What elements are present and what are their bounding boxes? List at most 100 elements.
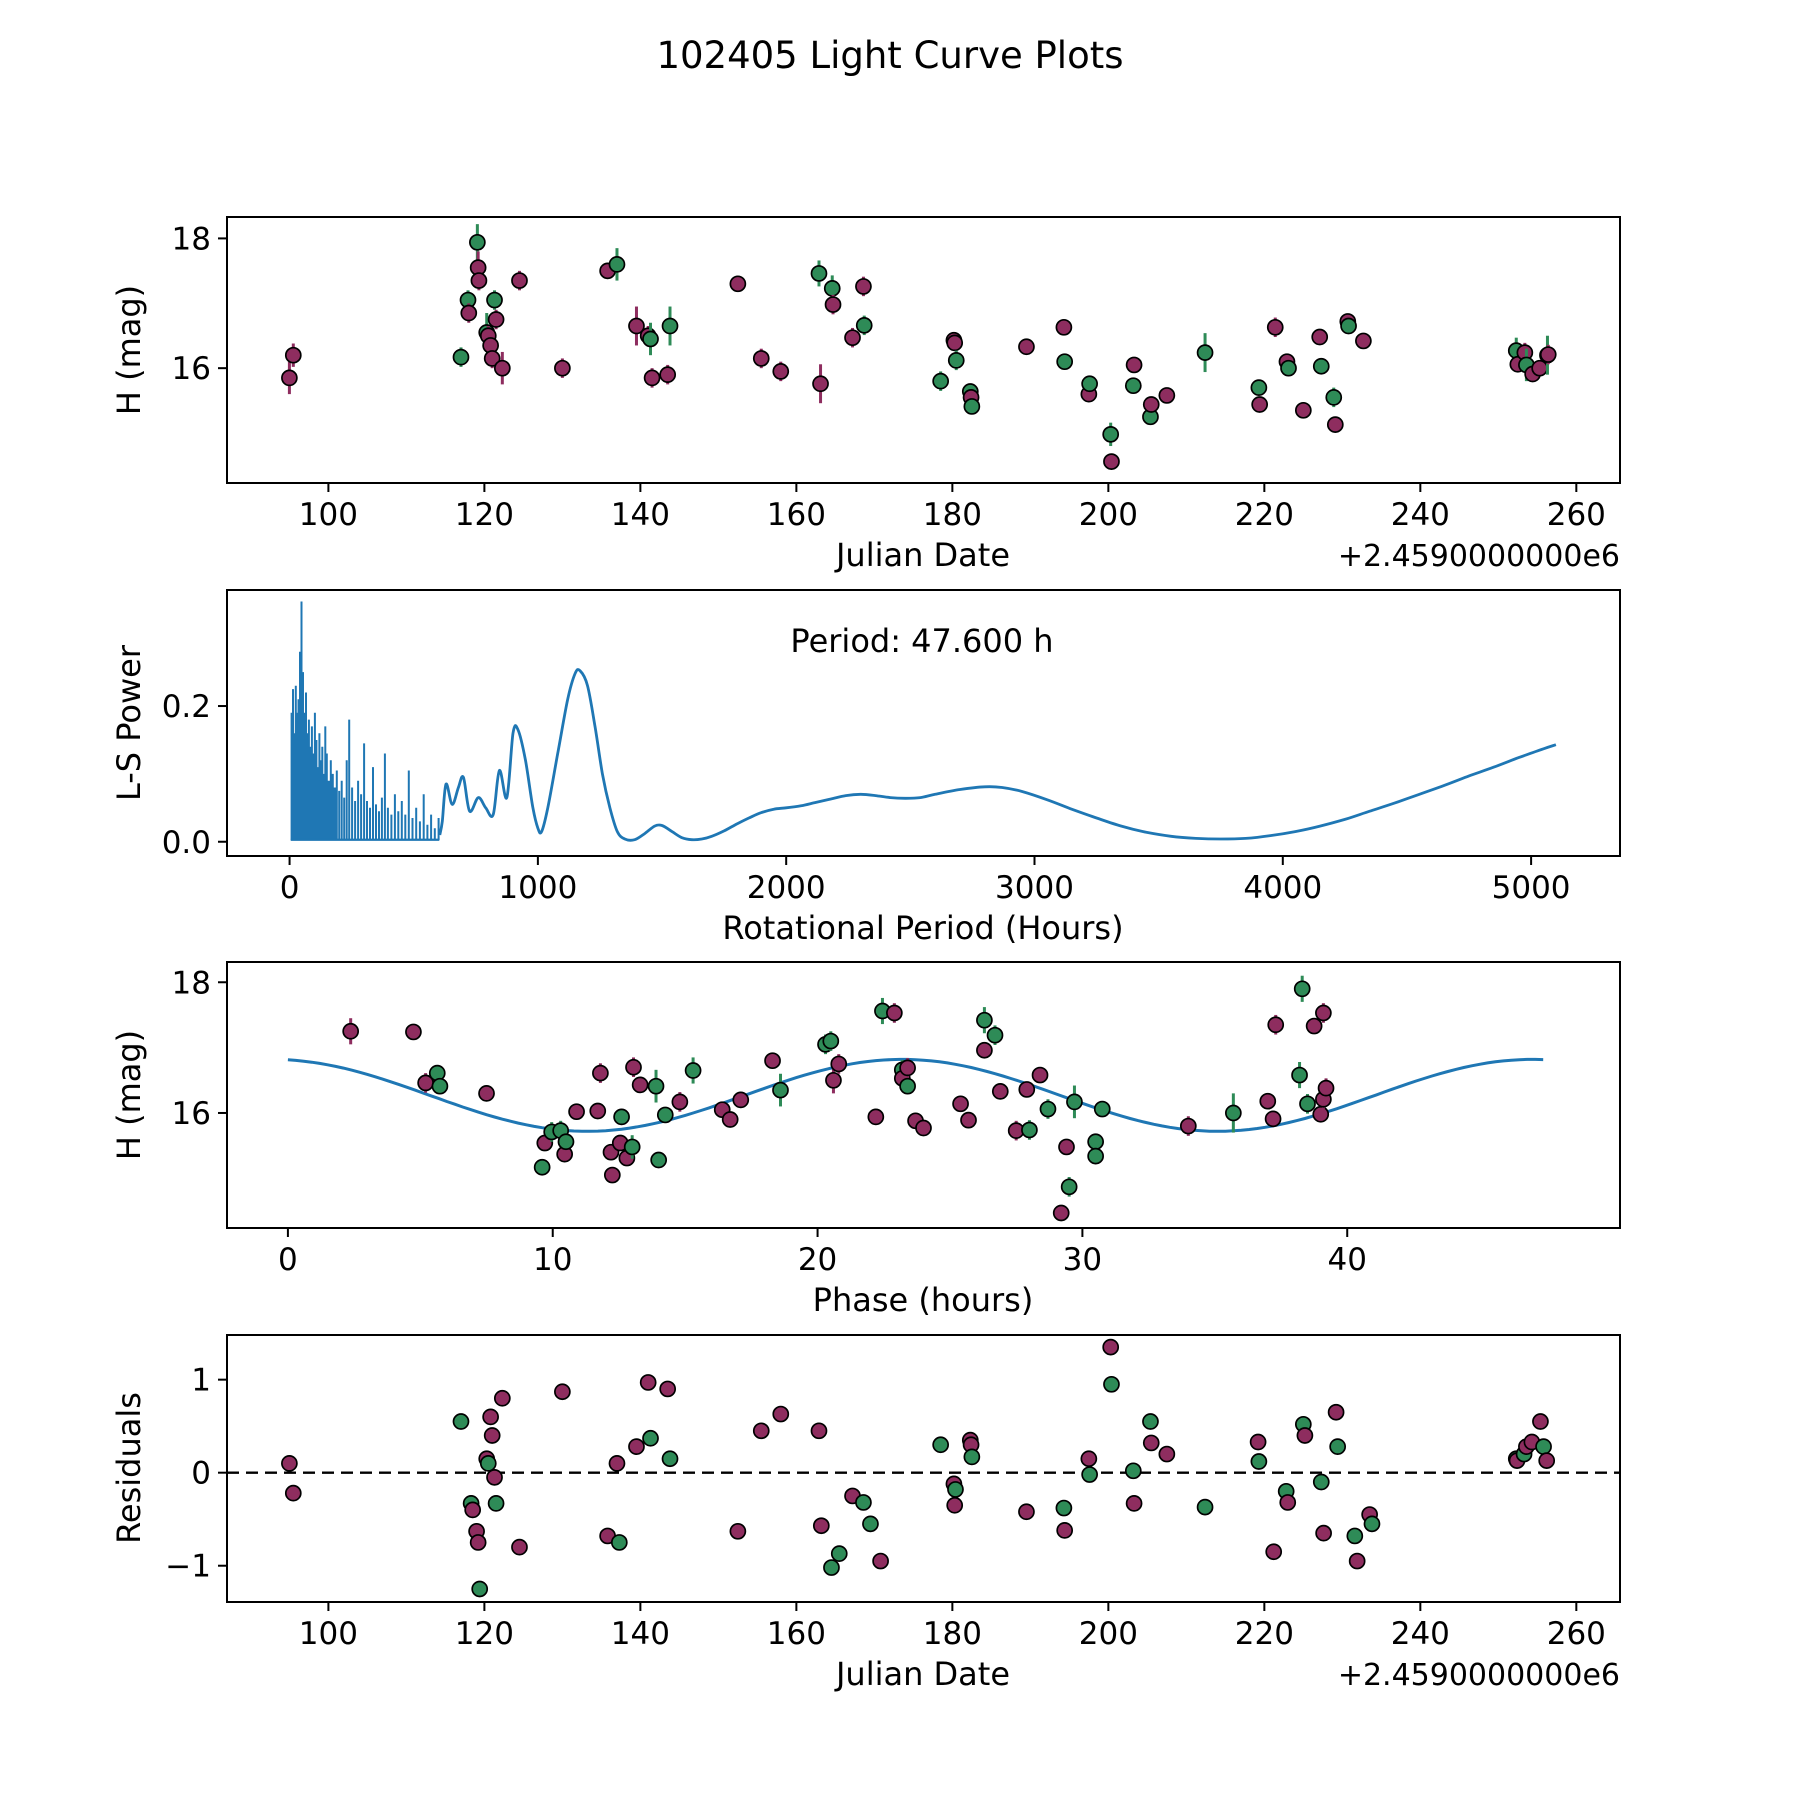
data-point: [1326, 416, 1344, 433]
data-point: [1081, 375, 1098, 393]
data-point: [1539, 346, 1557, 363]
data-point: [342, 1022, 360, 1040]
data-point: [642, 330, 659, 348]
pg-xlabel: Rotational Period (Hours): [722, 909, 1123, 947]
y-tick-label: 0: [191, 1456, 211, 1492]
data-point: [1266, 318, 1284, 336]
subplot-light-curve: 100 120 140 160 180 200 220 240 260 16 18: [172, 216, 1621, 533]
data-point: [772, 1081, 789, 1099]
data-point: [1294, 401, 1312, 419]
figure-title: 102405 Light Curve Plots: [656, 34, 1123, 77]
lc-ylabel: H (mag): [110, 285, 148, 415]
data-point: [487, 311, 505, 328]
data-point: [554, 1383, 571, 1401]
data-point: [822, 1032, 840, 1050]
data-point: [642, 1429, 659, 1447]
data-point: [625, 1058, 642, 1076]
data-point: [1291, 1066, 1308, 1084]
data-point: [1293, 980, 1311, 998]
data-point: [471, 1580, 489, 1598]
data-point: [647, 1077, 665, 1095]
data-point: [1018, 1081, 1036, 1098]
data-point: [1279, 1494, 1297, 1511]
res-ylabel: Residuals: [110, 1392, 148, 1544]
data-point: [932, 1436, 950, 1454]
data-point: [947, 352, 965, 369]
x-tick-label: 10: [533, 1242, 572, 1278]
data-point: [1312, 357, 1330, 375]
data-point: [1018, 1503, 1035, 1521]
data-point: [1052, 1204, 1070, 1222]
x-tick-label: 200: [1079, 497, 1138, 533]
data-point: [661, 317, 679, 335]
data-point: [855, 316, 873, 334]
data-point: [1058, 1138, 1075, 1156]
data-point: [1305, 1017, 1323, 1035]
data-point: [952, 1095, 969, 1113]
data-point: [1179, 1117, 1197, 1135]
data-point: [1251, 396, 1269, 413]
data-point: [812, 375, 829, 393]
data-point: [1312, 1473, 1330, 1491]
data-point: [469, 233, 486, 251]
y-tick-label: 18: [172, 965, 211, 1001]
data-point: [991, 1083, 1009, 1100]
data-point: [1196, 344, 1214, 361]
data-point: [405, 1023, 422, 1041]
data-point: [284, 1484, 302, 1502]
data-point: [1346, 1527, 1364, 1545]
x-tick-label: 160: [767, 1616, 826, 1652]
data-point: [1264, 1110, 1282, 1128]
data-point: [1124, 377, 1142, 395]
data-point: [946, 1496, 964, 1514]
data-point: [568, 1103, 585, 1121]
data-point: [511, 1538, 528, 1556]
ph-xlabel: Phase (hours): [813, 1281, 1034, 1319]
data-point: [1087, 1133, 1104, 1151]
ph-ylabel: H (mag): [110, 1030, 148, 1160]
x-tick-label: 220: [1235, 497, 1294, 533]
data-point: [684, 1062, 702, 1079]
x-tick-label: 200: [1079, 1616, 1138, 1652]
data-point: [1031, 1066, 1049, 1084]
x-tick-label: 120: [455, 1616, 514, 1652]
data-point: [844, 329, 861, 347]
data-point: [729, 1522, 747, 1540]
x-tick-label: 2000: [747, 870, 826, 906]
data-point: [1087, 1147, 1104, 1165]
x-tick-label: 4000: [1243, 870, 1322, 906]
data-point: [487, 1495, 505, 1512]
data-point: [1296, 1427, 1314, 1444]
data-point: [603, 1166, 621, 1184]
data-point: [1102, 425, 1120, 443]
data-point: [886, 1004, 903, 1022]
data-point: [721, 1111, 739, 1128]
data-point: [671, 1093, 689, 1111]
data-point: [1250, 1453, 1268, 1470]
data-point: [947, 1481, 964, 1498]
data-point: [479, 1455, 497, 1472]
x-tick-label: 260: [1547, 1616, 1606, 1652]
res-xlabel: Julian Date: [834, 1655, 1010, 1693]
data-point: [482, 1408, 499, 1426]
data-point: [732, 1091, 750, 1109]
data-point: [1538, 1452, 1556, 1469]
data-point: [470, 272, 488, 289]
data-point: [284, 346, 302, 364]
data-point: [661, 1450, 679, 1468]
x-tick-label: 220: [1235, 1616, 1294, 1652]
data-point: [1299, 1095, 1316, 1113]
data-point: [1196, 1498, 1214, 1516]
data-point: [1249, 1433, 1267, 1451]
x-tick-label: 240: [1391, 1616, 1450, 1652]
data-point: [589, 1102, 607, 1120]
data-point: [1329, 1438, 1347, 1455]
x-tick-label: 240: [1391, 497, 1450, 533]
data-point: [1315, 1524, 1332, 1542]
x-tick-label: 1000: [498, 870, 577, 906]
data-point: [772, 1405, 790, 1423]
y-tick-label: 16: [172, 351, 211, 387]
axes-box: [226, 1334, 1621, 1603]
data-point: [628, 1438, 645, 1455]
